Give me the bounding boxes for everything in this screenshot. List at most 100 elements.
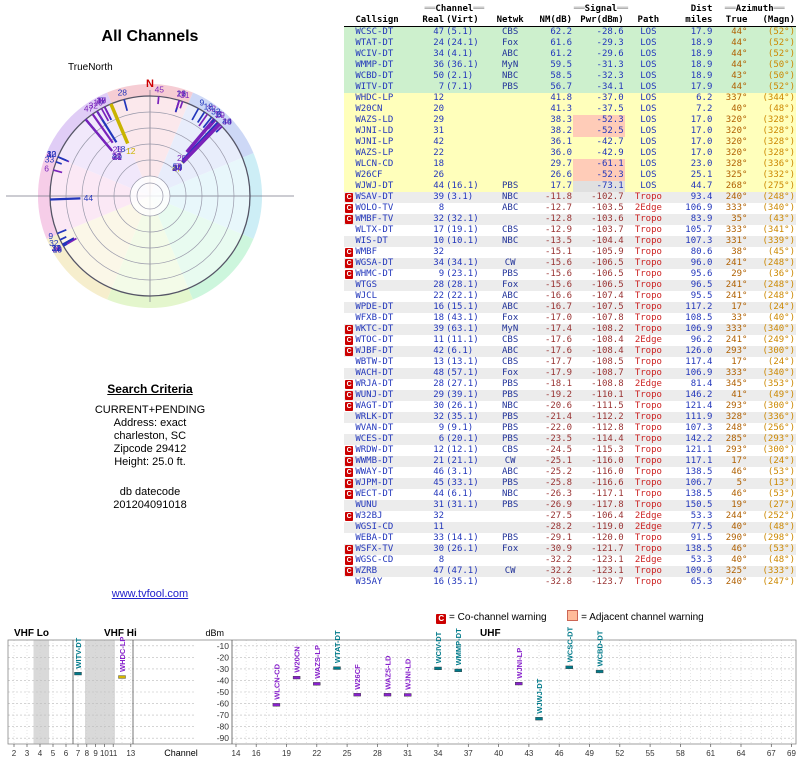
north-label: N	[146, 78, 154, 90]
callsign-cell: WBTW-DT	[354, 357, 419, 368]
table-row: C WKTC-DT 39 (63.1) MyN -17.4 -108.2 Tropo 106.9…	[344, 324, 796, 335]
polar-spoke-label: 8	[216, 109, 221, 119]
callsign-cell: WGSI-CD	[354, 522, 419, 533]
table-row: C WJPM-DT 45 (33.1) PBS -25.8 -116.6 Tropo 106.7…	[344, 478, 796, 489]
co-channel-flag: C	[344, 456, 355, 467]
x-tick-label: 61	[706, 749, 715, 758]
co-channel-flag	[344, 423, 355, 434]
co-channel-flag	[344, 126, 355, 137]
polar-spoke	[96, 110, 104, 121]
col-path: Path	[624, 15, 673, 27]
co-channel-flag	[344, 93, 355, 104]
y-tick-label: -20	[217, 652, 230, 662]
polar-spoke	[123, 99, 129, 112]
table-row: C WWMB-DT 21 (21.1) CW -25.1 -116.0 Tropo 117.1 1…	[344, 456, 796, 467]
text-line: Address: exact	[113, 417, 187, 429]
table-row: C WOLO-TV 8 ABC -12.7 -103.5 2Edge 106.9 333° (34…	[344, 203, 796, 214]
polar-spoke	[50, 197, 81, 201]
table-row: C WSFX-TV 30 (26.1) Fox -30.9 -121.7 Tropo 138.5…	[344, 544, 796, 555]
co-channel-flag: C	[344, 489, 355, 500]
station-label: WITV-DT	[74, 637, 83, 668]
co-channel-flag	[344, 71, 355, 82]
x-tick-label: 7	[76, 749, 81, 758]
col-netwk: Netwk	[490, 15, 530, 27]
polar-spoke	[62, 237, 74, 246]
polar-spoke-label: 8	[99, 96, 104, 106]
polar-spoke-label: 31	[113, 152, 123, 162]
table-row: WIS-DT 10 (10.1) NBC -13.5 -104.4 Tropo 107.3 33…	[344, 236, 796, 247]
col-pwr: Pwr(dBm)	[573, 15, 625, 27]
polar-spoke-label: 42	[47, 149, 57, 159]
callsign-cell: WMBF	[354, 247, 419, 258]
polar-spoke	[191, 108, 200, 121]
table-row: WUNU 31 (31.1) PBS -26.9 -117.8 Tropo 150.5 19°(…	[344, 500, 796, 511]
x-tick-label: 13	[126, 749, 135, 758]
table-group-header: ══Channel══ ══Signal══ Dist ══Azimuth══	[344, 4, 796, 15]
polar-spoke-label: 39	[97, 96, 107, 106]
x-tick-label: 69	[787, 749, 796, 758]
callsign-cell: WSFX-TV	[354, 544, 419, 555]
callsign-cell: W20CN	[354, 104, 419, 115]
station-marker	[313, 682, 321, 686]
polar-spoke-label: 44	[84, 193, 94, 203]
col-callsign: Callsign	[354, 15, 419, 27]
polar-spoke	[109, 103, 130, 145]
table-row: WLCN-CD 18 29.7 -61.1 LOS 23.0 328° (336°)	[344, 159, 796, 170]
callsign-cell: WJBF-DT	[354, 346, 419, 357]
polar-spoke	[210, 118, 215, 124]
polar-spoke-label: 28	[52, 243, 62, 253]
y-tick-label: -70	[217, 710, 230, 720]
truenorth-label: TrueNorth	[68, 62, 113, 73]
table-row: WACH-DT 48 (57.1) Fox -17.9 -108.7 Tropo 106.9 3…	[344, 368, 796, 379]
table-row: C W32BJ 32 -27.5 -106.4 2Edge 53.3 244° (252°)	[344, 511, 796, 522]
callsign-cell: WUNU	[354, 500, 419, 511]
station-marker	[535, 717, 543, 721]
text-line: db datecode	[119, 486, 181, 498]
tvfool-link[interactable]: www.tvfool.com	[111, 588, 189, 600]
x-tick-label: 11	[109, 749, 118, 758]
text-line: 201204091018	[113, 499, 187, 511]
table-row: C WGSC-CD 8 -32.2 -123.1 2Edge 53.3 40° (48°)	[344, 555, 796, 566]
co-channel-flag	[344, 368, 355, 379]
co-channel-flag: C	[344, 214, 355, 225]
polar-spoke-label: 17	[97, 96, 107, 106]
polar-spoke-label: 31	[180, 90, 190, 100]
co-channel-flag: C	[344, 203, 355, 214]
table-row: C WZRB 47 (47.1) CW -32.2 -123.1 Tropo 109.6 325°…	[344, 566, 796, 577]
co-channel-flag: C	[344, 258, 355, 269]
x-tick-label: 16	[252, 749, 261, 758]
y-tick-label: -10	[217, 641, 230, 651]
polar-spoke-label: 34	[172, 163, 182, 173]
table-row: C WAGT-DT 30 (26.1) NBC -20.6 -111.5 Tropo 121.4…	[344, 401, 796, 412]
co-channel-flag	[344, 313, 355, 324]
callsign-cell: WTGS	[354, 280, 419, 291]
co-channel-flag	[344, 181, 355, 192]
polar-spoke	[53, 169, 63, 174]
polar-spoke-label: 33	[45, 154, 55, 164]
polar-spoke-label: 32	[49, 238, 59, 248]
co-channel-flag	[344, 60, 355, 71]
table-row: C WUNJ-DT 29 (39.1) PBS -19.2 -110.1 Tropo 146.2…	[344, 390, 796, 401]
callsign-cell: WVAN-DT	[354, 423, 419, 434]
search-criteria-title: Search Criteria	[107, 382, 193, 396]
callsign-cell: WWAY-DT	[354, 467, 419, 478]
table-row: WCBD-DT 50 (2.1) NBC 58.5 -32.3 LOS 18.9 43° (50°…	[344, 71, 796, 82]
band-label: VHF Hi	[104, 628, 137, 639]
polar-spoke-label: 11	[52, 243, 61, 253]
dist-group-header: Dist	[690, 4, 713, 14]
col-real: Real	[418, 15, 446, 27]
polar-spoke-label: 18	[116, 144, 126, 154]
callsign-cell: WIS-DT	[354, 236, 419, 247]
x-tick-label: 55	[646, 749, 655, 758]
co-channel-flag: C	[344, 566, 355, 577]
polar-spoke-label: 13	[177, 89, 187, 99]
col-miles: miles	[672, 15, 714, 27]
callsign-cell: W32BJ	[354, 511, 419, 522]
polar-spoke	[217, 125, 223, 131]
callsign-cell: WWMB-DT	[354, 456, 419, 467]
table-row: C WMBF 32 -15.1 -105.9 Tropo 80.6 38° (45°)	[344, 247, 796, 258]
x-tick-label: 67	[767, 749, 776, 758]
x-tick-label: 25	[343, 749, 352, 758]
polar-spoke-label: 39	[53, 245, 63, 255]
callsign-cell: WITV-DT	[354, 82, 419, 93]
